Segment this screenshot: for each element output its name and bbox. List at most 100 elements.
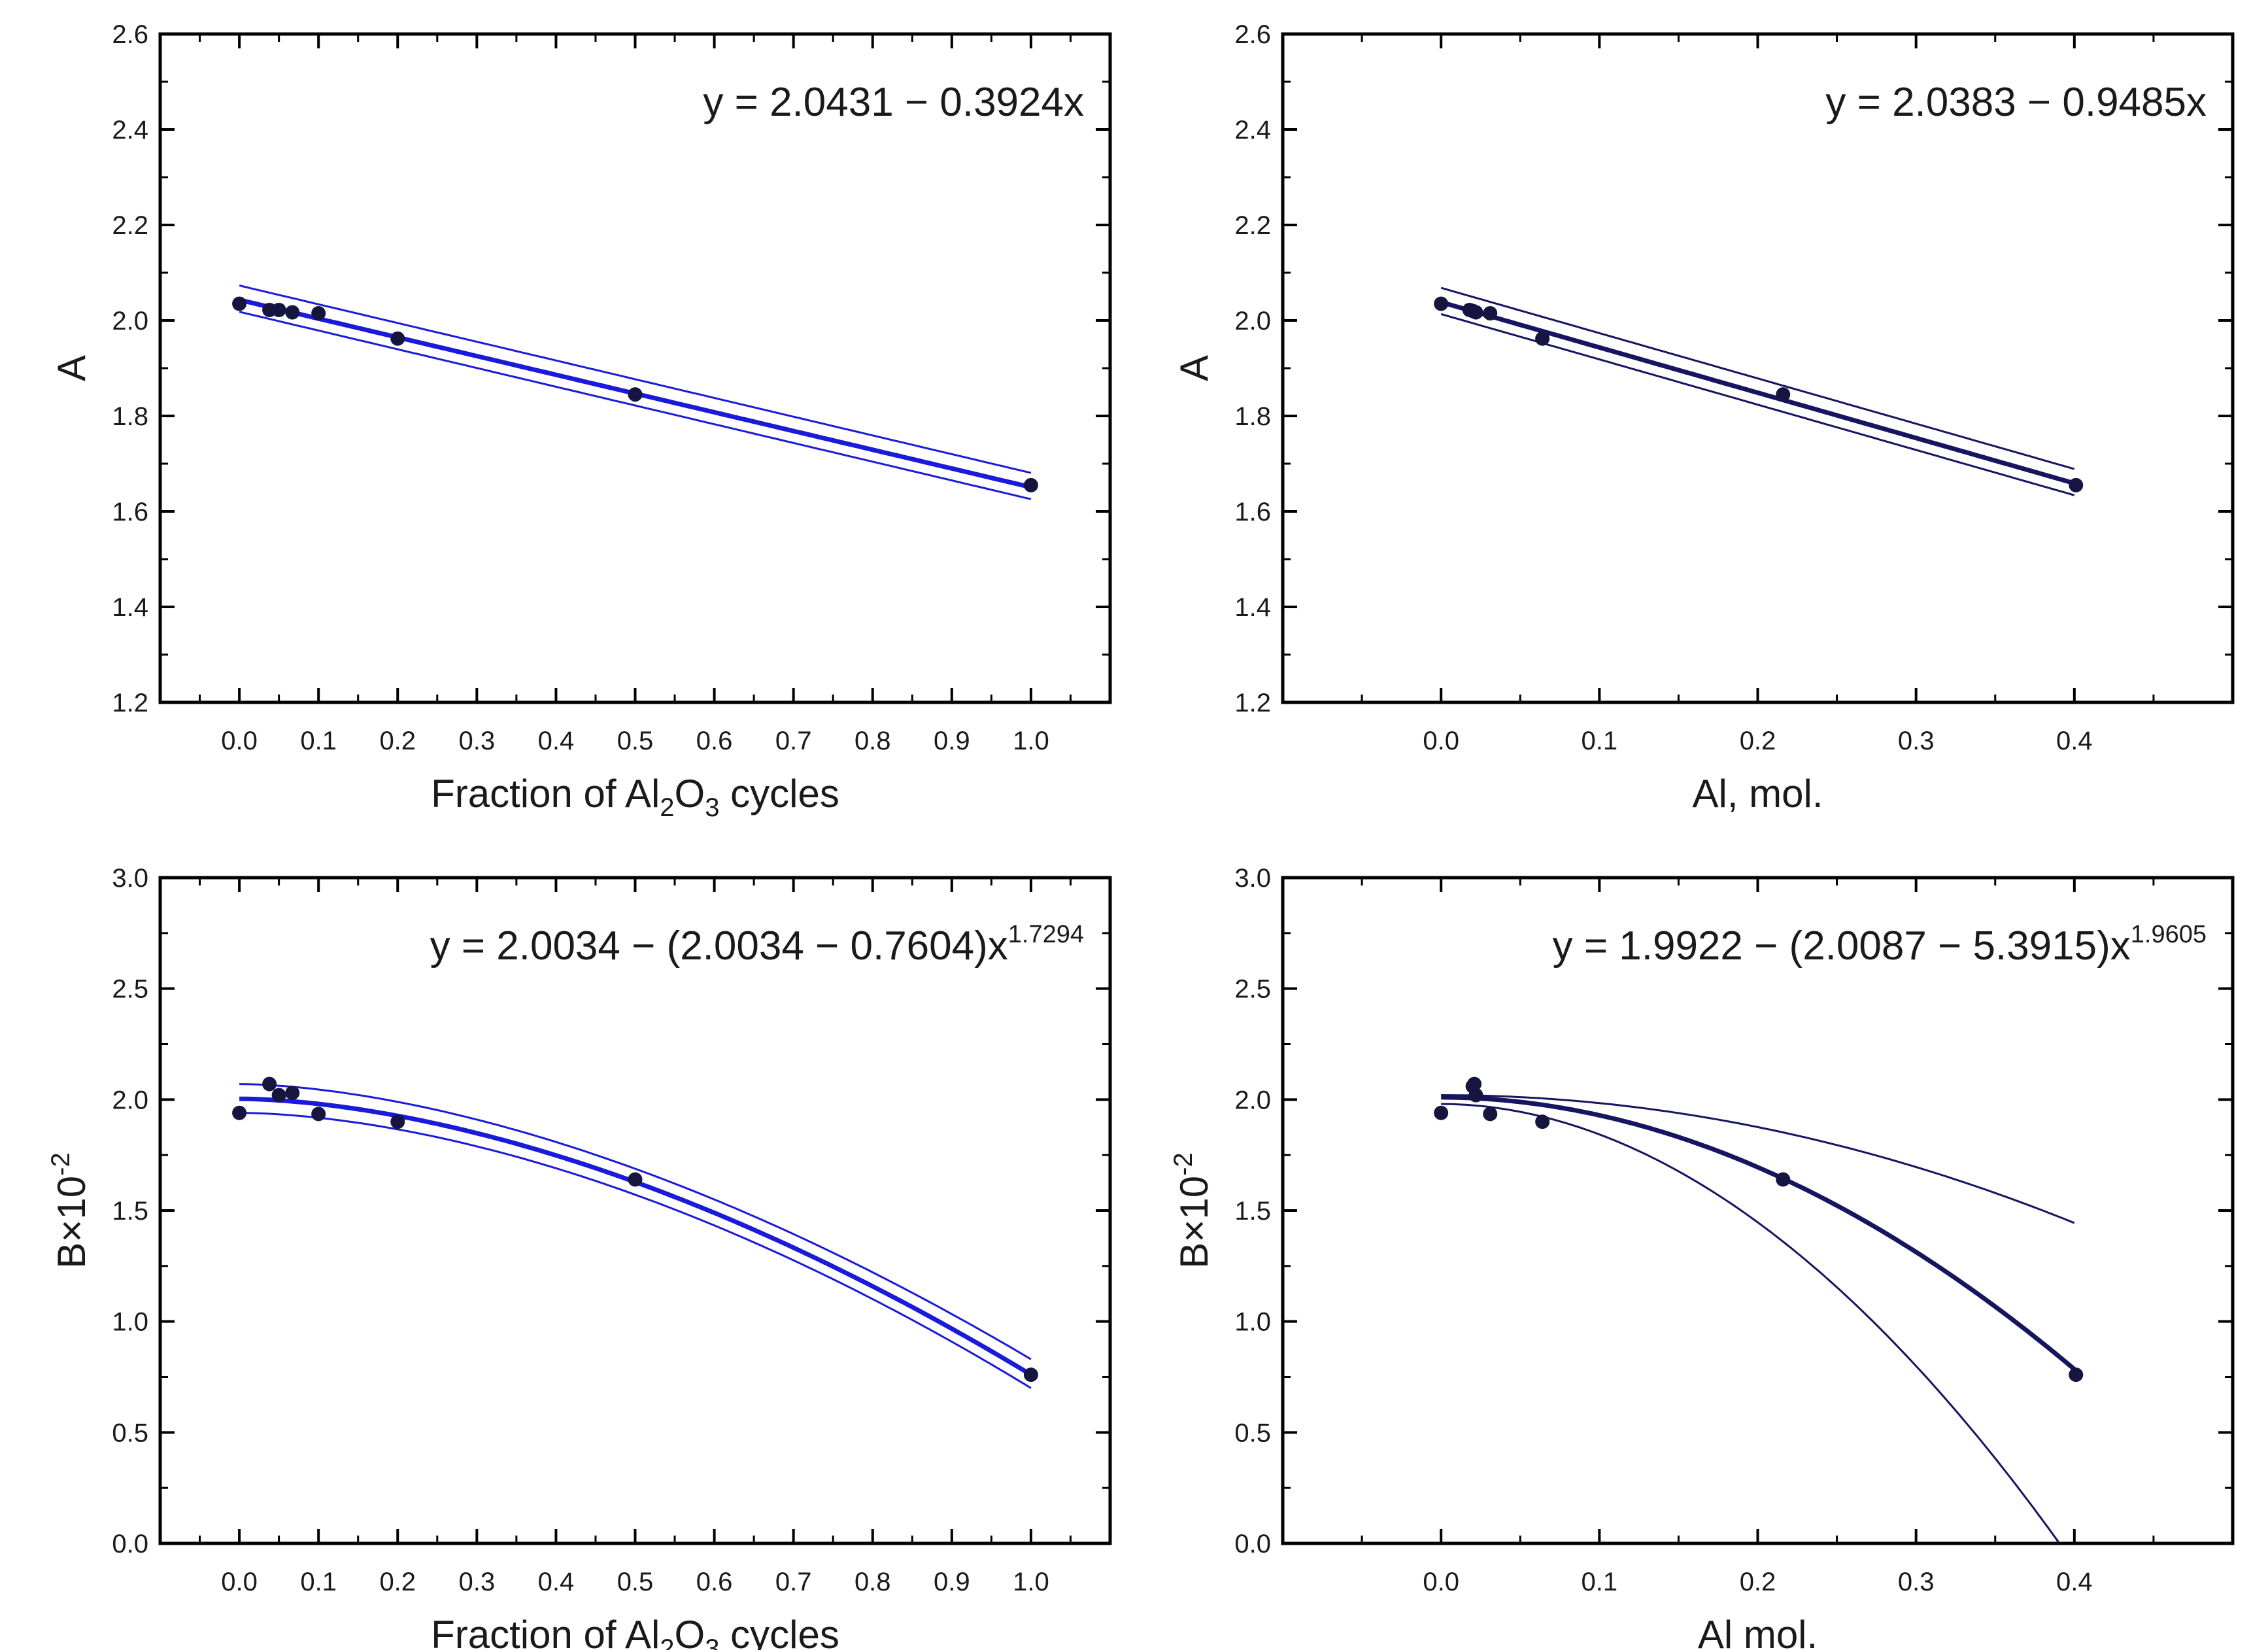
x-axis-label: Fraction of Al2O3 cycles — [431, 772, 839, 822]
x-axis-label-text: Fraction of Al — [431, 1613, 660, 1650]
x-tick-label: 0.0 — [221, 1568, 258, 1596]
y-tick-label: 1.6 — [1234, 498, 1271, 526]
data-point — [2069, 1367, 2084, 1383]
y-tick-label: 2.0 — [112, 1086, 148, 1114]
plot-frame — [158, 32, 1112, 704]
fit-equation: y = 2.0383 − 0.9485x — [1825, 80, 2207, 125]
y-axis-label-exponent: -2 — [46, 1152, 75, 1176]
x-axis-label-mid: O — [675, 1613, 705, 1650]
x-axis-label-sub: 3 — [705, 793, 719, 822]
y-tick-label: 1.0 — [1234, 1308, 1271, 1337]
x-tick-label: 0.4 — [2056, 1568, 2093, 1596]
x-axis-label-rest: cycles — [719, 1613, 839, 1650]
y-tick-label: 0.5 — [1234, 1418, 1271, 1447]
y-tick-label: 1.5 — [1234, 1197, 1271, 1226]
y-tick-label: 2.5 — [1234, 975, 1271, 1004]
confidence-band-lower — [239, 1112, 1032, 1389]
x-tick-label: 0.9 — [934, 727, 970, 755]
plot-frame — [1281, 876, 2235, 1545]
x-tick-label: 0.2 — [1740, 727, 1776, 755]
data-point — [1434, 1105, 1449, 1120]
data-point — [232, 1105, 247, 1120]
x-tick-label: 0.0 — [221, 727, 258, 755]
x-tick-label: 0.0 — [1423, 727, 1459, 755]
data-point — [1434, 296, 1449, 311]
fit-equation-main: y = 2.0034 − (2.0034 − 0.7604)x — [430, 923, 1008, 969]
confidence-band-lower — [1441, 1103, 2059, 1543]
data-point — [271, 302, 286, 317]
x-tick-label: 0.4 — [538, 1568, 575, 1596]
confidence-band-upper — [1441, 1094, 2075, 1224]
data-point — [311, 306, 326, 321]
data-point — [390, 1114, 405, 1129]
fit-equation: y = 2.0431 − 0.3924x — [703, 80, 1084, 125]
y-tick-label: 2.4 — [1234, 116, 1271, 145]
y-axis-label-text: A — [1172, 355, 1216, 381]
x-axis-label-mid: O — [675, 772, 705, 816]
fit-equation-main: y = 1.9922 − (2.0087 − 5.3915)x — [1553, 923, 2131, 969]
x-tick-label: 0.1 — [300, 1568, 337, 1596]
y-tick-label: 2.2 — [112, 211, 148, 240]
data-point — [1468, 305, 1483, 320]
y-axis-label-exponent: -2 — [1169, 1152, 1198, 1176]
y-tick-label: 3.0 — [112, 864, 148, 893]
x-tick-label: 0.0 — [1423, 1568, 1459, 1596]
confidence-band-upper — [239, 284, 1032, 474]
y-tick-label: 1.2 — [112, 689, 148, 717]
y-axis-label: B×10-2 — [1169, 1152, 1216, 1268]
y-tick-label: 1.8 — [1234, 402, 1271, 431]
plot-frame — [158, 876, 1112, 1545]
x-axis-label-rest: cycles — [719, 772, 839, 816]
data-point — [1468, 1088, 1483, 1103]
data-point — [390, 331, 405, 346]
x-tick-label: 0.1 — [300, 727, 337, 755]
x-tick-label: 0.2 — [379, 1568, 416, 1596]
x-tick-label: 0.7 — [775, 1568, 812, 1596]
fit-equation-exponent: 1.7294 — [1008, 921, 1084, 948]
data-point — [1483, 306, 1498, 321]
y-tick-label: 1.0 — [112, 1308, 148, 1337]
y-tick-label: 2.4 — [112, 116, 148, 145]
y-axis-label: A — [50, 355, 93, 381]
x-axis-label: Al mol. — [1698, 1613, 1818, 1650]
x-tick-label: 0.5 — [617, 1568, 654, 1596]
y-tick-label: 1.2 — [1234, 689, 1271, 717]
x-tick-label: 0.3 — [459, 1568, 496, 1596]
x-axis-label-sub: 3 — [705, 1634, 719, 1650]
data-point — [1467, 1076, 1482, 1091]
data-point — [1535, 331, 1550, 346]
y-tick-label: 2.2 — [1234, 211, 1271, 240]
fit-equation: y = 2.0034 − (2.0034 − 0.7604)x1.7294 — [430, 921, 1084, 969]
y-tick-label: 1.6 — [112, 498, 148, 526]
fit-line — [1440, 300, 2075, 486]
data-point — [285, 1086, 300, 1101]
data-point — [285, 305, 300, 320]
x-axis-label-sub: 2 — [660, 793, 674, 822]
x-tick-label: 0.1 — [1582, 1568, 1618, 1596]
x-tick-label: 0.4 — [2056, 727, 2093, 755]
confidence-band-upper — [1440, 286, 2075, 470]
data-point — [311, 1107, 326, 1122]
y-tick-label: 1.4 — [1234, 593, 1271, 622]
y-tick-label: 1.4 — [112, 593, 148, 622]
y-tick-label: 2.5 — [112, 975, 148, 1004]
x-axis-label-text: Al mol. — [1698, 1613, 1818, 1650]
x-tick-label: 0.3 — [459, 727, 496, 755]
x-tick-label: 0.2 — [379, 727, 416, 755]
fit-line — [239, 1096, 1032, 1377]
data-point — [1535, 1114, 1550, 1129]
x-tick-label: 0.6 — [696, 1568, 733, 1596]
data-point — [1023, 1367, 1038, 1383]
data-point — [1776, 1172, 1791, 1187]
fit-equation: y = 1.9922 − (2.0087 − 5.3915)x1.9605 — [1553, 921, 2207, 969]
y-tick-label: 1.8 — [112, 402, 148, 431]
x-tick-label: 0.6 — [696, 727, 733, 755]
x-tick-label: 0.4 — [538, 727, 575, 755]
x-tick-label: 0.7 — [775, 727, 812, 755]
y-tick-label: 3.0 — [1234, 864, 1271, 893]
x-tick-label: 0.3 — [1898, 1568, 1935, 1596]
x-tick-label: 1.0 — [1013, 727, 1049, 755]
data-point — [2069, 477, 2084, 492]
x-tick-label: 0.5 — [617, 727, 654, 755]
